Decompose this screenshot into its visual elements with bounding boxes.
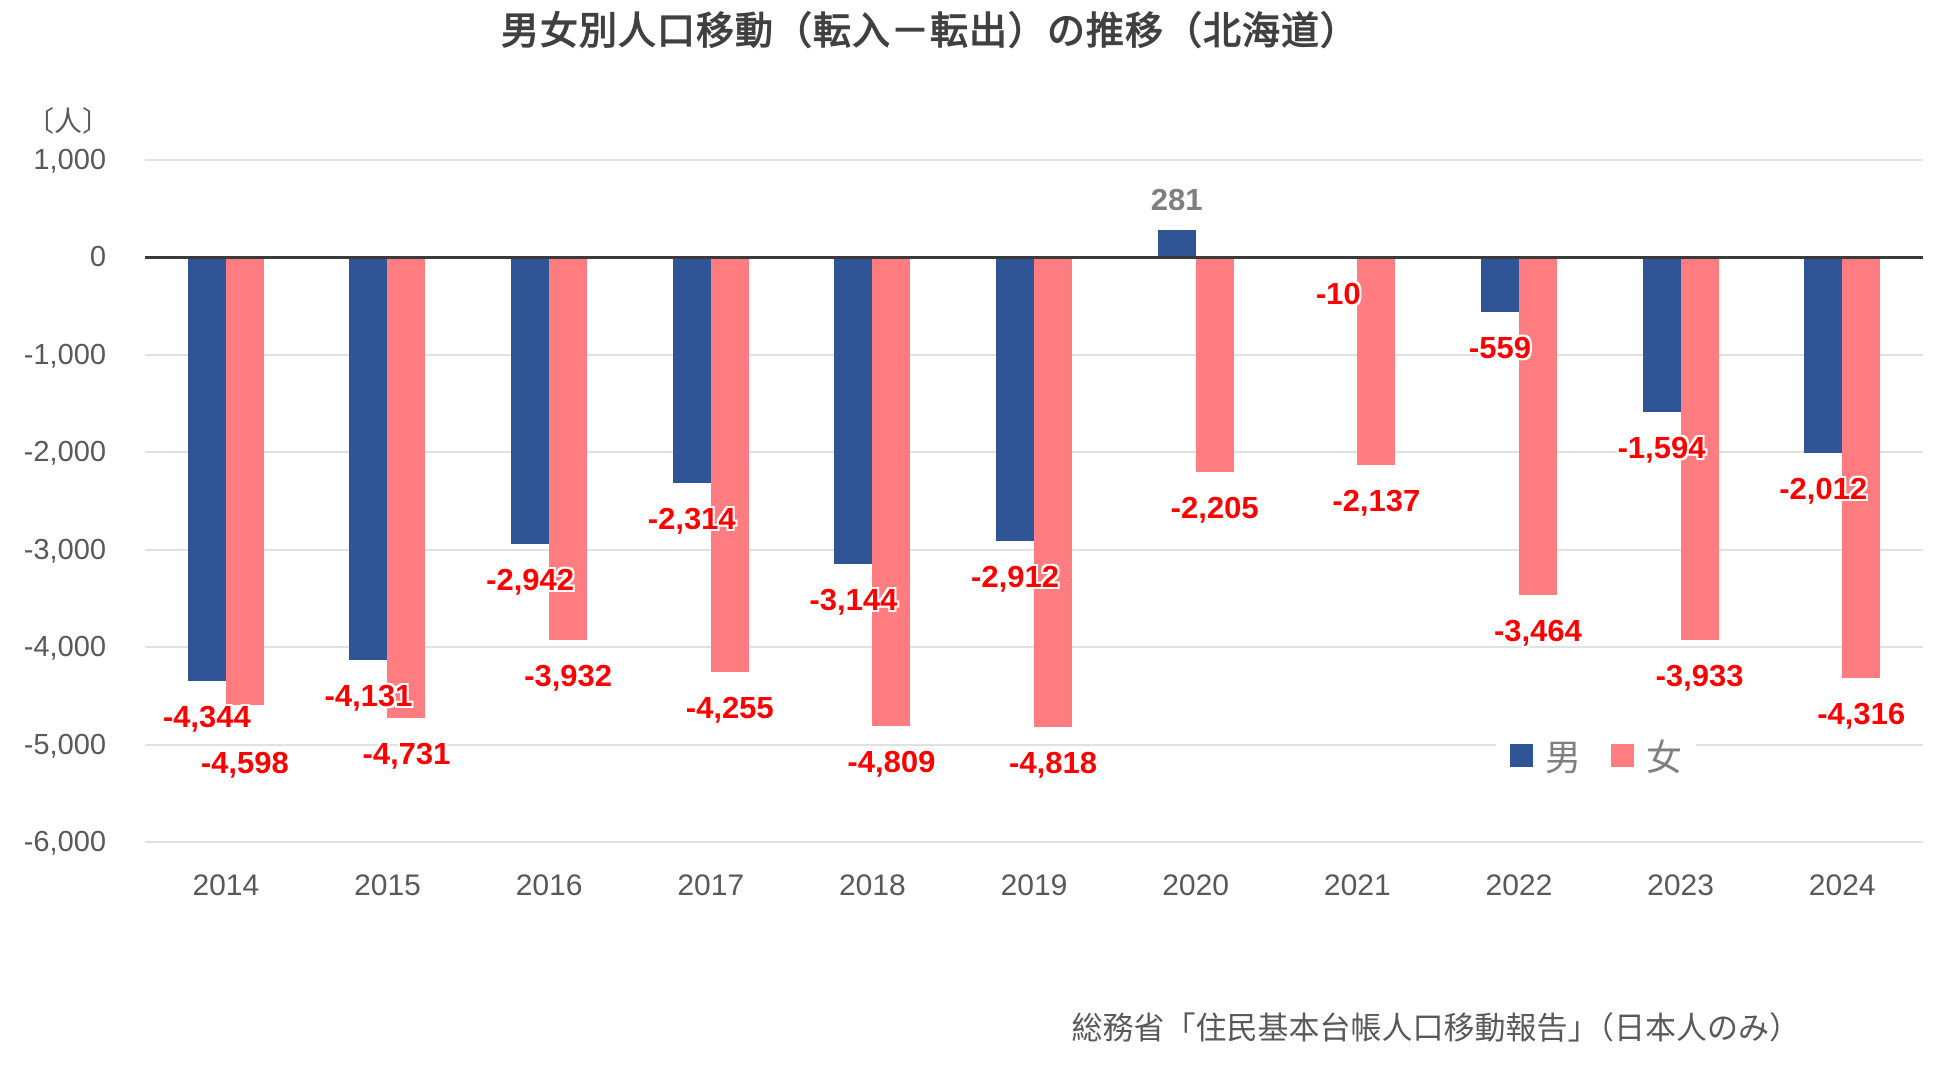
legend-label-female: 女 [1646,737,1683,778]
x-tick-label-2018: 2018 [838,869,906,902]
gridline-1000 [145,158,1923,161]
data-label-male-2024: -2,012 [1779,471,1868,507]
bar-female-2022 [1518,257,1557,595]
legend-label-male: 男 [1545,737,1582,778]
data-label-male-2016: -2,942 [486,561,575,597]
bar-female-2024 [1842,257,1881,678]
data-label-male-2014: -4,344 [162,698,251,734]
x-tick-label-2016: 2016 [515,869,583,902]
y-axis-unit-label: 〔人〕 [26,106,111,137]
x-tick-label-2014: 2014 [192,869,260,902]
female-swatch-icon [1611,743,1635,767]
bar-male-2024 [1804,257,1843,454]
gridline--6000 [145,841,1923,843]
chart-title: 男女別人口移動（転入－転出）の推移（北海道） [500,11,1359,53]
x-tick-label-2020: 2020 [1162,869,1229,902]
data-label-female-2017: -4,255 [685,689,774,725]
bar-female-2018 [872,257,911,726]
data-label-female-2014: -4,598 [200,744,289,780]
data-label-female-2016: -3,932 [524,658,613,694]
data-label-female-2022: -3,464 [1493,612,1582,648]
bar-male-2023 [1642,257,1681,413]
bar-male-2017 [672,257,711,483]
bar-male-2018 [834,257,873,564]
y-tick-label--2000: -2,000 [23,436,106,468]
bar-female-2016 [549,257,588,641]
data-label-female-2020: -2,205 [1170,489,1259,525]
bar-female-2017 [710,257,749,672]
male-swatch-icon [1510,743,1533,767]
y-tick-label-1000: 1,000 [33,143,106,176]
legend-item-male: 男 [1510,729,1581,781]
bar-male-2020 [1157,229,1196,257]
bar-male-2019 [996,257,1034,541]
data-label-male-2023: -1,594 [1617,430,1706,466]
data-label-female-2023: -3,933 [1655,658,1744,694]
bar-female-2021 [1357,257,1396,466]
x-tick-label-2023: 2023 [1647,869,1714,902]
zero-axis-line [145,255,1923,259]
bar-female-2019 [1034,257,1072,727]
y-tick-label--4000: -4,000 [23,631,106,663]
bar-female-2014 [225,257,264,706]
x-tick-label-2019: 2019 [1000,869,1068,902]
bar-female-2020 [1195,257,1234,472]
legend-item-female: 女 [1611,729,1682,781]
source-note: 総務省「住民基本台帳人口移動報告」（日本人のみ） [1071,1011,1801,1046]
y-tick-label-0: 0 [89,241,106,273]
data-label-male-2021: -10 [1315,276,1361,311]
data-label-male-2022: -559 [1468,329,1531,365]
data-label-male-2017: -2,314 [647,500,736,536]
data-label-female-2018: -4,809 [847,743,936,779]
data-label-female-2015: -4,731 [362,736,451,772]
y-tick-label--5000: -5,000 [23,728,106,761]
y-tick-label--3000: -3,000 [23,533,106,566]
legend: 男 女 [1496,723,1697,787]
x-tick-label-2021: 2021 [1323,869,1391,902]
x-tick-label-2017: 2017 [677,869,745,902]
gridline--5000 [145,743,1923,746]
data-label-male-2018: -3,144 [809,581,898,617]
y-tick-label--1000: -1,000 [23,338,106,371]
data-label-male-2019: -2,912 [971,558,1059,594]
bar-male-2015 [349,257,388,660]
bar-female-2023 [1680,257,1719,641]
data-label-female-2019: -4,818 [1009,744,1097,780]
data-label-female-2024: -4,316 [1817,695,1906,731]
y-tick-label--6000: -6,000 [23,826,106,858]
bar-male-2014 [187,257,226,681]
x-tick-label-2024: 2024 [1808,869,1876,902]
data-label-male-2015: -4,131 [324,677,413,713]
data-label-male-2020: 281 [1150,181,1203,217]
data-label-female-2021: -2,137 [1332,483,1421,519]
x-tick-label-2015: 2015 [354,869,421,902]
bar-male-2022 [1480,257,1519,312]
bar-male-2016 [511,257,550,544]
bar-female-2015 [387,257,426,719]
x-tick-label-2022: 2022 [1485,869,1553,902]
